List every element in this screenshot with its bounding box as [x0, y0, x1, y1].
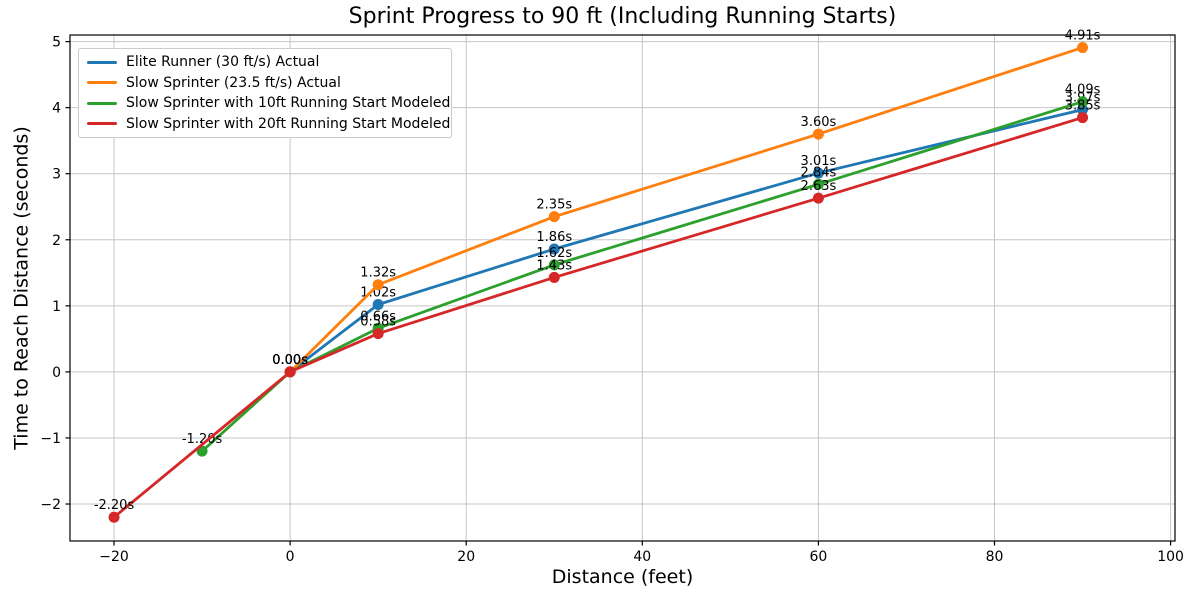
y-tick-label: −1 [40, 431, 61, 447]
legend-swatch [87, 122, 117, 126]
point-label: 2.35s [536, 198, 572, 213]
x-axis-label: Distance (feet) [551, 566, 694, 588]
point-label: 0.00s [272, 353, 308, 368]
data-point [372, 299, 384, 311]
y-tick-label: 2 [52, 233, 61, 249]
data-point [812, 128, 824, 140]
point-label: 4.09s [1065, 83, 1101, 98]
y-tick-label: −2 [40, 497, 61, 513]
x-tick-label: 80 [986, 549, 1004, 565]
data-point [284, 366, 296, 378]
y-axis-label-container: Time to Reach Distance (seconds) [0, 35, 44, 541]
data-point [108, 511, 120, 523]
point-label: 0.00s [272, 353, 308, 368]
data-point [812, 192, 824, 204]
y-tick-label: 0 [52, 365, 61, 381]
legend: Elite Runner (30 ft/s) Actual Slow Sprin… [78, 48, 452, 138]
y-axis-label: Time to Reach Distance (seconds) [11, 126, 33, 450]
point-label: 1.62s [536, 246, 572, 261]
legend-item: Slow Sprinter with 10ft Running Start Mo… [87, 93, 450, 114]
legend-item: Elite Runner (30 ft/s) Actual [87, 52, 443, 73]
data-point [548, 259, 560, 271]
data-point [1077, 96, 1089, 108]
point-label: 1.02s [360, 286, 396, 301]
point-label: 1.32s [360, 266, 396, 281]
data-point [1077, 104, 1089, 116]
point-label: 2.63s [801, 179, 837, 194]
point-label: 1.86s [536, 230, 572, 245]
legend-label: Slow Sprinter with 10ft Running Start Mo… [126, 95, 451, 112]
point-label: 0.66s [360, 309, 396, 324]
data-point [812, 167, 824, 179]
chart-title: Sprint Progress to 90 ft (Including Runn… [348, 4, 897, 29]
point-label: -2.20s [94, 498, 135, 513]
legend-item: Slow Sprinter with 20ft Running Start Mo… [87, 114, 450, 135]
data-point [548, 271, 560, 283]
legend-label: Slow Sprinter with 20ft Running Start Mo… [126, 115, 451, 132]
data-point [548, 211, 560, 223]
data-point [1077, 42, 1089, 54]
x-tick-label: 100 [1157, 549, 1184, 565]
legend-item: Slow Sprinter (23.5 ft/s) Actual [87, 73, 443, 94]
x-tick-label: 60 [809, 549, 827, 565]
y-tick-label: 1 [52, 299, 61, 315]
axes-spines [69, 34, 1176, 542]
point-label: 3.60s [801, 115, 837, 130]
data-point [812, 178, 824, 190]
point-label: 4.91s [1065, 29, 1101, 44]
legend-swatch [87, 60, 117, 64]
point-label: 2.84s [801, 165, 837, 180]
series-line [112, 116, 1084, 519]
legend-swatch [87, 101, 117, 105]
y-tick-label: 4 [52, 101, 61, 117]
data-point [548, 243, 560, 255]
point-label: 1.43s [536, 258, 572, 273]
legend-label: Elite Runner (30 ft/s) Actual [126, 54, 320, 71]
x-tick-label: 40 [633, 549, 651, 565]
x-tick-label: 0 [286, 549, 295, 565]
legend-label: Slow Sprinter (23.5 ft/s) Actual [126, 74, 341, 91]
x-tick-label: −20 [99, 549, 129, 565]
y-tick-label: 5 [52, 35, 61, 51]
data-point [372, 279, 384, 291]
point-label: 0.58s [360, 315, 396, 330]
y-tick-label: 3 [52, 167, 61, 183]
point-label: 0.00s [272, 353, 308, 368]
series-line [288, 108, 1084, 374]
point-label: 3.01s [801, 154, 837, 169]
point-label: 3.85s [1065, 99, 1101, 114]
data-point [372, 328, 384, 340]
data-point [1077, 112, 1089, 124]
x-tick-label: 20 [457, 549, 475, 565]
legend-swatch [87, 81, 117, 85]
